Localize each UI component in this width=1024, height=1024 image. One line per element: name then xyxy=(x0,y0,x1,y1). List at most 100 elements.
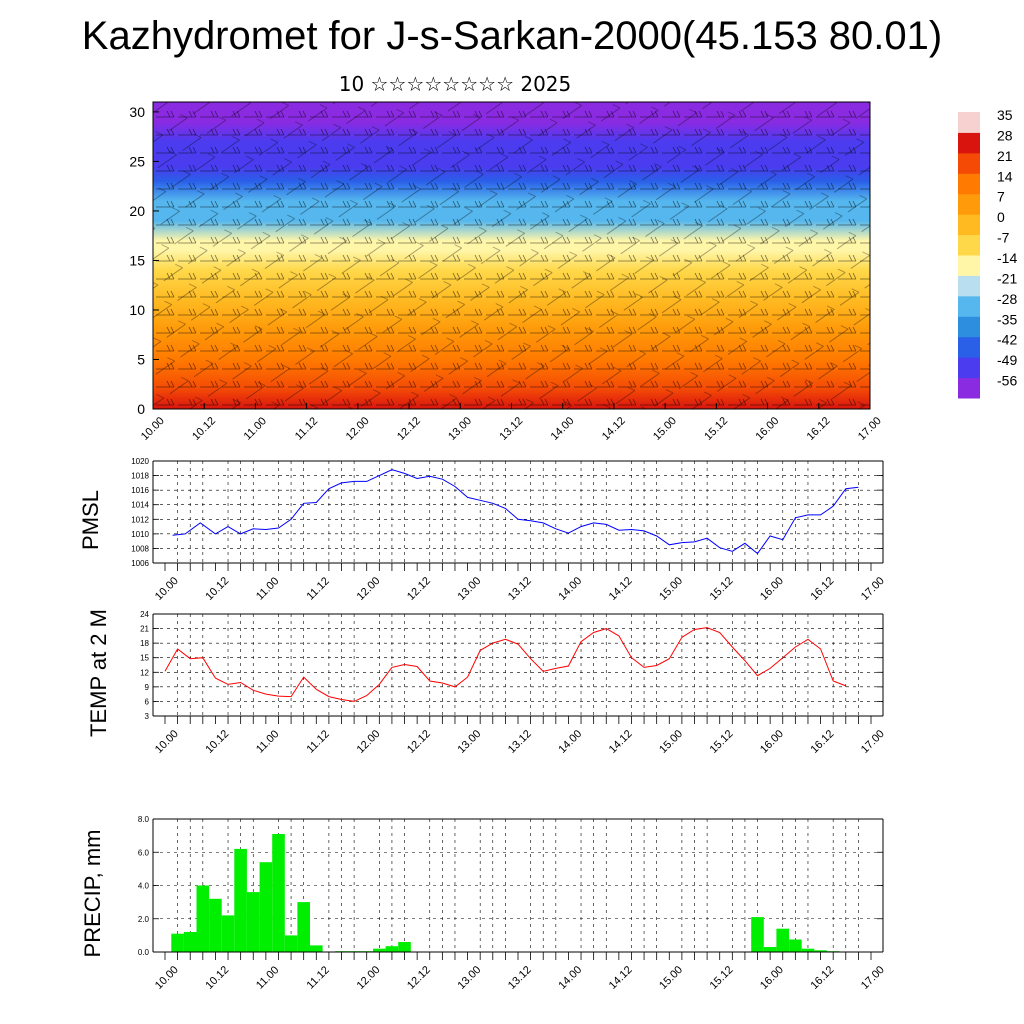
precip-bar xyxy=(209,898,222,952)
x-tick-label: 17.00 xyxy=(859,728,887,756)
colorbar-label: 35 xyxy=(997,107,1013,123)
colorbar-swatch xyxy=(958,295,980,317)
colorbar-label: 0 xyxy=(997,209,1005,225)
colorbar-swatch xyxy=(958,152,980,174)
colorbar-label: 21 xyxy=(997,148,1013,164)
x-tick-label: 10.12 xyxy=(203,964,231,992)
precip-bar xyxy=(814,950,827,952)
x-tick-label: 10.00 xyxy=(153,964,181,992)
y-tick-label: 1014 xyxy=(131,501,149,510)
x-tick-label: 12.00 xyxy=(355,728,383,756)
y-tick-label: 1018 xyxy=(131,472,149,481)
x-tick-label: 12.00 xyxy=(355,964,383,992)
x-tick-label: 12.12 xyxy=(405,575,433,603)
precip-bar xyxy=(284,935,298,952)
x-tick-label: 15.00 xyxy=(657,964,685,992)
colorbar-label: -28 xyxy=(997,291,1017,307)
x-tick-label: 14.12 xyxy=(607,575,635,603)
colorbar-swatch xyxy=(958,357,980,379)
x-tick-label: 14.00 xyxy=(556,964,584,992)
y-tick-label: 1016 xyxy=(131,486,149,495)
x-tick-label: 10.12 xyxy=(190,415,218,443)
y-tick-label: 0 xyxy=(137,401,145,417)
precip-bar xyxy=(398,942,411,952)
y-tick-label: 0.0 xyxy=(138,948,150,957)
x-tick-label: 12.12 xyxy=(405,728,433,756)
x-tick-label: 16.12 xyxy=(805,415,833,443)
precip-bar xyxy=(801,948,815,952)
precip-bar xyxy=(259,862,273,952)
colorbar-label: -7 xyxy=(997,230,1010,246)
x-tick-label: 16.00 xyxy=(758,964,786,992)
colorbar: 35 28 21 14 7 0 -7 -14 -21 -28 -35 -42 -49 -56 xyxy=(958,107,1017,399)
colorbar-swatch xyxy=(958,336,980,358)
colorbar-swatch xyxy=(958,377,980,399)
y-tick-label: 10 xyxy=(129,302,145,318)
precip-bar xyxy=(310,945,323,952)
y-axis-label: PMSL xyxy=(78,490,103,550)
colorbar-swatch xyxy=(958,234,980,256)
colorbar-label: -14 xyxy=(997,250,1017,266)
colorbar-swatch xyxy=(958,255,980,276)
x-tick-label: 11.12 xyxy=(304,964,331,991)
y-tick-label: 1020 xyxy=(131,457,149,466)
y-tick-label: 1008 xyxy=(131,544,149,553)
y-tick-label: 15 xyxy=(129,252,145,268)
colorbar-swatch xyxy=(958,193,980,215)
colorbar-swatch xyxy=(958,173,980,195)
x-tick-label: 13.00 xyxy=(455,964,483,992)
colorbar-swatch xyxy=(958,275,980,297)
x-tick-label: 15.00 xyxy=(657,575,685,603)
plot-background xyxy=(153,461,883,563)
colorbar-label: -49 xyxy=(997,352,1017,368)
x-tick-label: 14.00 xyxy=(556,728,584,756)
x-tick-label: 15.12 xyxy=(708,728,736,756)
x-tick-label: 13.00 xyxy=(455,575,483,603)
y-tick-label: 30 xyxy=(129,104,145,120)
x-tick-label: 12.00 xyxy=(344,415,372,443)
x-tick-label: 11.12 xyxy=(304,575,331,602)
x-tick-label: 16.00 xyxy=(753,415,781,443)
y-tick-label: 3 xyxy=(145,712,150,721)
x-tick-label: 14.12 xyxy=(607,964,635,992)
x-tick-label: 11.00 xyxy=(254,575,281,602)
x-tick-label: 16.00 xyxy=(758,728,786,756)
precipitation-panel: 0.0 2.0 4.0 6.0 8.0 10.00 10.12 11.00 11.12 12.00… xyxy=(80,815,887,992)
x-tick-label: 14.12 xyxy=(600,415,628,443)
chart-subtitle: 10 ☆☆☆☆☆☆☆☆ 2025 xyxy=(338,72,572,96)
precip-bar xyxy=(272,834,285,952)
x-tick-label: 17.00 xyxy=(856,415,884,443)
precip-bar xyxy=(171,933,184,952)
x-tick-label: 14.00 xyxy=(549,415,577,443)
x-tick-label: 11.00 xyxy=(242,415,269,442)
y-tick-label: 20 xyxy=(129,203,145,219)
precip-bar xyxy=(789,939,802,952)
colorbar-label: -35 xyxy=(997,311,1017,327)
x-tick-label: 14.00 xyxy=(556,575,584,603)
x-tick-label: 10.12 xyxy=(203,575,231,603)
x-tick-label: 16.00 xyxy=(758,575,786,603)
y-tick-label: 18 xyxy=(140,639,149,648)
colorbar-label: 14 xyxy=(997,168,1013,184)
x-tick-label: 16.12 xyxy=(808,728,836,756)
y-tick-label: 8.0 xyxy=(138,815,150,824)
precip-bar xyxy=(196,885,210,952)
y-tick-label: 4.0 xyxy=(138,882,150,891)
y-tick-label: 1012 xyxy=(131,515,149,524)
x-tick-label: 11.00 xyxy=(254,964,281,991)
x-tick-label: 10.12 xyxy=(203,728,231,756)
x-tick-label: 13.12 xyxy=(506,728,534,756)
colorbar-label: 7 xyxy=(997,189,1005,205)
x-tick-label: 13.00 xyxy=(455,728,483,756)
series-line xyxy=(172,469,859,555)
pmsl-panel: 1006 1008 1010 1012 1014 1016 1018 1020 10.00 10.… xyxy=(78,457,887,603)
x-tick-label: 16.12 xyxy=(808,964,836,992)
x-tick-label: 14.12 xyxy=(607,728,635,756)
x-tick-label: 13.12 xyxy=(506,575,534,603)
x-tick-label: 10.00 xyxy=(153,728,181,756)
colorbar-swatch xyxy=(958,132,980,154)
y-tick-label: 1010 xyxy=(131,530,149,539)
precip-bar xyxy=(297,902,310,952)
y-tick-label: 25 xyxy=(129,153,145,169)
